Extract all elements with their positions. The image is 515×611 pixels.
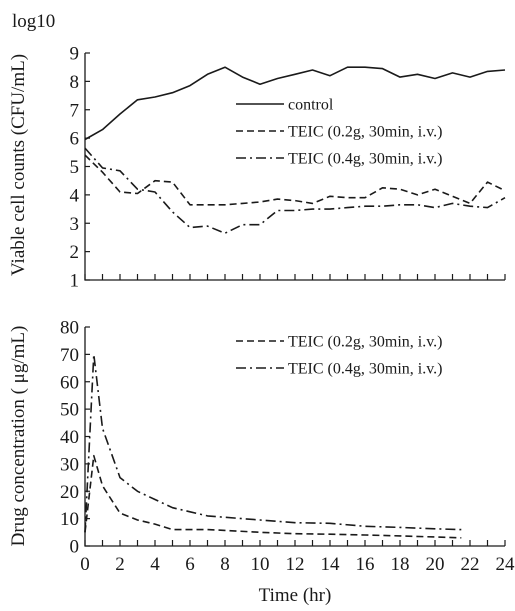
series-line [84, 147, 506, 234]
x-tick-label: 14 [321, 554, 341, 575]
y-tick-label: 40 [60, 427, 79, 448]
viability-panel: 1 2 3 4 5 6 7 8 9 control TEIC (0.2g, 30min, i.v.)… [70, 44, 506, 292]
x-tick-label: 2 [115, 554, 125, 575]
y-tick-label: 9 [70, 44, 80, 65]
y-tick-label: 3 [70, 214, 80, 235]
y-tick-label: 30 [60, 454, 79, 475]
y-tick-label: 8 [70, 72, 80, 93]
x-tick-label: 24 [496, 554, 515, 575]
x-axis-label: Time (hr) [259, 585, 332, 606]
series-line [84, 353, 462, 533]
x-tick-label: 4 [150, 554, 160, 575]
x-tick-label: 10 [251, 554, 270, 575]
series-line [84, 66, 506, 141]
y-axis-label: Viable cell counts (CFU/mL) [8, 54, 29, 276]
y-tick-label: 7 [70, 100, 80, 121]
series-line [84, 454, 462, 539]
y-tick-label: 80 [60, 318, 79, 339]
y-tick-label: 4 [70, 185, 80, 206]
legend-label: TEIC (0.2g, 30min, i.v.) [288, 334, 443, 351]
x-tick-label: 6 [185, 554, 195, 575]
x-tick-label: 0 [80, 554, 90, 575]
legend-label: control [288, 97, 334, 114]
legend: control TEIC (0.2g, 30min, i.v.) TEIC (0.4… [236, 97, 443, 168]
x-tick-label: 12 [286, 554, 305, 575]
x-tick-label: 8 [220, 554, 230, 575]
legend-label: TEIC (0.2g, 30min, i.v.) [288, 124, 443, 141]
y-tick-label: 20 [60, 482, 79, 503]
y-tick-label: 6 [70, 129, 80, 150]
y-unit-label: log10 [12, 11, 55, 32]
legend-label: TEIC (0.4g, 30min, i.v.) [288, 151, 443, 168]
y-axis-label: Drug concentration ( μg/mL) [8, 326, 29, 547]
y-tick-label: 5 [70, 157, 80, 178]
y-tick-label: 70 [60, 345, 79, 366]
x-tick-label: 16 [356, 554, 375, 575]
y-tick-label: 1 [70, 271, 80, 292]
y-tick-label: 0 [70, 537, 80, 558]
y-tick-label: 2 [70, 242, 80, 263]
y-tick-label: 50 [60, 400, 79, 421]
legend-label: TEIC (0.4g, 30min, i.v.) [288, 361, 443, 378]
series-line [84, 154, 506, 206]
y-tick-label: 60 [60, 372, 79, 393]
x-tick-label: 18 [391, 554, 410, 575]
legend: TEIC (0.2g, 30min, i.v.) TEIC (0.4g, 30mi… [236, 334, 443, 378]
x-tick-label: 20 [426, 554, 445, 575]
x-tick-label: 22 [461, 554, 480, 575]
y-tick-label: 10 [60, 509, 79, 530]
